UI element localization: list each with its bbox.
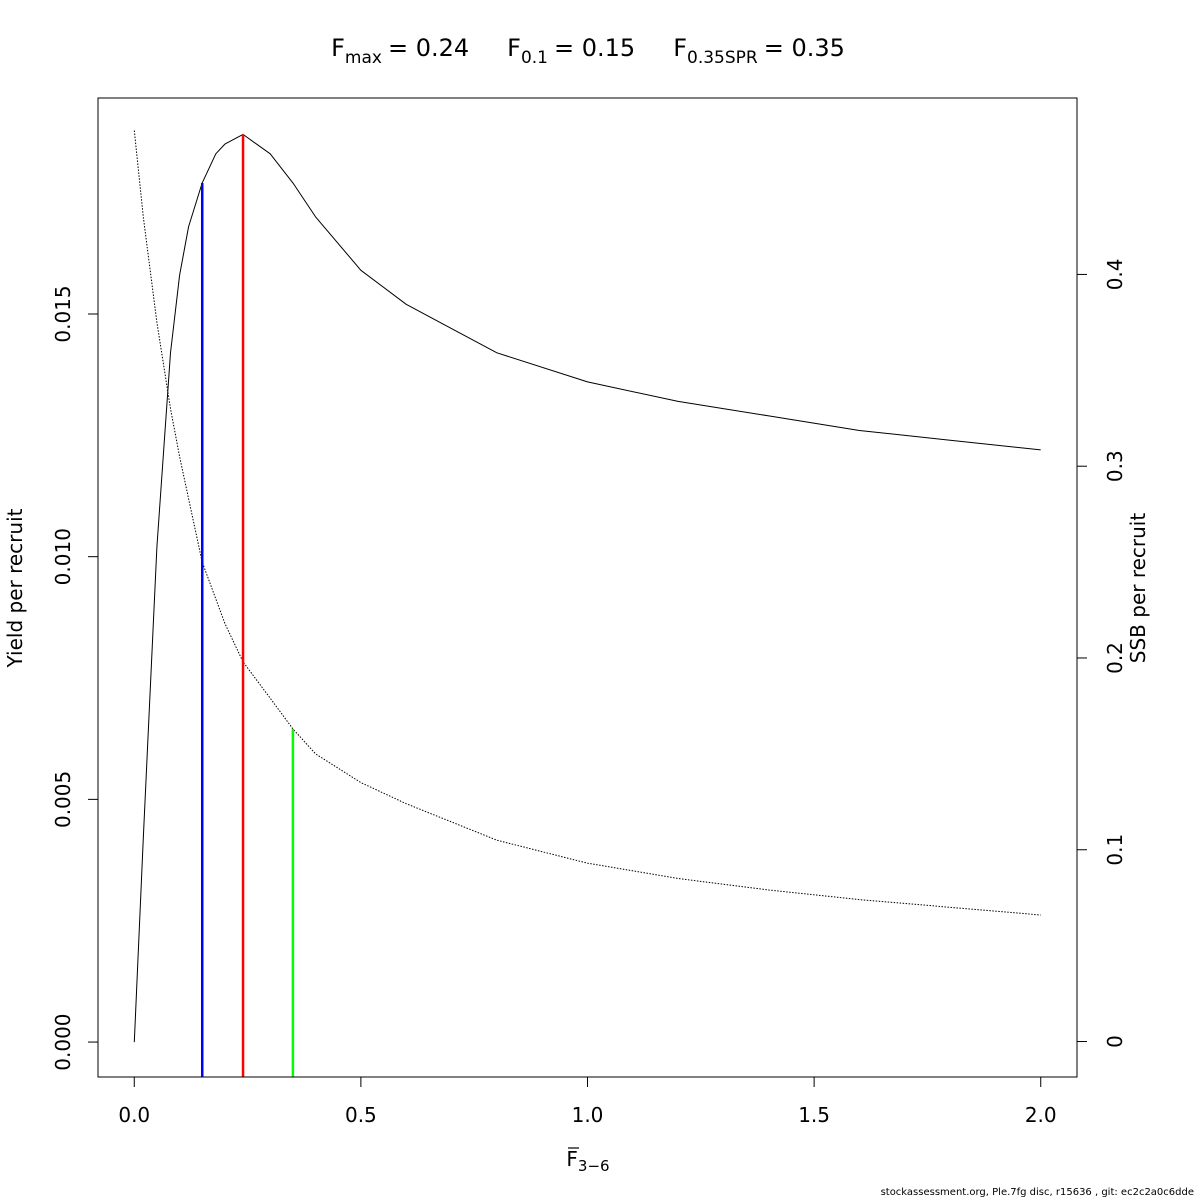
- reference-lines-layer: [200, 134, 295, 1077]
- yield-per-recruit-line: [133, 133, 1041, 1043]
- axis-labels: Yield per recruit SSB per recruit F3−6: [3, 508, 1150, 1175]
- ssb-per-recruit-line: [133, 130, 1041, 916]
- title-subscript: 0.35SPR: [687, 48, 758, 68]
- title-value: = 0.24: [388, 34, 469, 62]
- y-right-tick-label: 0: [1103, 1035, 1127, 1048]
- title-subscript: 0.1: [521, 48, 548, 68]
- title-var: F: [507, 34, 521, 62]
- x-tick-label: 0.0: [118, 1103, 150, 1127]
- y-right-tick-label: 0.1: [1103, 834, 1127, 866]
- title-var: F: [331, 34, 345, 62]
- footer-credit: stockassessment.org, Ple.7fg disc, r1563…: [880, 1187, 1194, 1198]
- y-left-tick-label: 0.010: [51, 528, 75, 585]
- title-var: F: [673, 34, 687, 62]
- title-value: = 0.35: [764, 34, 845, 62]
- axes-layer: 0.0 0.5 1.0 1.5 2.0 0.000 0.005 0.010 0.015 0 0.1 0…: [51, 258, 1127, 1127]
- y-left-tick-label: 0.005: [51, 771, 75, 828]
- y-right-tick-label: 0.3: [1103, 450, 1127, 482]
- y-left-tick-label: 0.015: [51, 285, 75, 342]
- x-tick-label: 1.5: [798, 1103, 830, 1127]
- series-layer: [133, 130, 1041, 1043]
- chart-title: Fmax = 0.24 F0.1 = 0.15 F0.35SPR = 0.35: [331, 34, 845, 68]
- x-tick-label: 1.0: [572, 1103, 604, 1127]
- y-left-tick-label: 0.000: [51, 1013, 75, 1070]
- x-tick-label: 2.0: [1025, 1103, 1057, 1127]
- y-right-tick-label: 0.4: [1103, 258, 1127, 290]
- y-right-axis-label: SSB per recruit: [1126, 513, 1150, 664]
- y-right-tick-label: 0.2: [1103, 642, 1127, 674]
- title-subscript: max: [345, 48, 382, 68]
- x-axis-label-var: F: [566, 1147, 578, 1171]
- x-axis-label-sub: 3−6: [578, 1157, 610, 1175]
- title-value: = 0.15: [554, 34, 635, 62]
- x-tick-label: 0.5: [345, 1103, 377, 1127]
- plot-frame: [97, 97, 1078, 1078]
- chart-title-text: Fmax = 0.24 F0.1 = 0.15 F0.35SPR = 0.35: [331, 34, 845, 68]
- y-left-axis-label: Yield per recruit: [3, 508, 27, 668]
- x-axis-label: F3−6: [566, 1147, 609, 1175]
